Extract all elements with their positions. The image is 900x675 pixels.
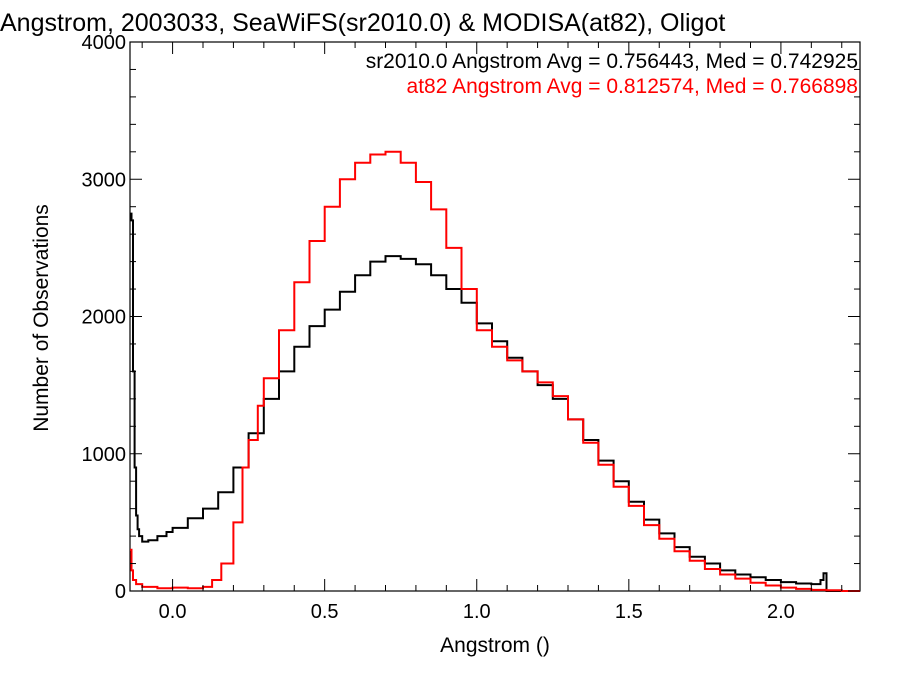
x-tick-label: 0.5 <box>311 601 339 623</box>
plot-frame <box>129 41 861 592</box>
x-tick-label: 1.0 <box>463 601 491 623</box>
x-tick-label: 1.5 <box>615 601 643 623</box>
y-tick-label: 4000 <box>82 32 127 54</box>
chart-title: Angstrom, 2003033, SeaWiFS(sr2010.0) & M… <box>0 9 725 37</box>
series-1-line <box>130 212 860 592</box>
legend-entry-1: sr2010.0 Angstrom Avg = 0.756443, Med = … <box>366 50 858 73</box>
y-tick-label: 0 <box>115 581 126 603</box>
plot-area <box>129 41 861 592</box>
y-tick-label: 3000 <box>82 169 127 191</box>
legend: sr2010.0 Angstrom Avg = 0.756443, Med = … <box>366 50 858 98</box>
y-tick-label: 1000 <box>82 444 127 466</box>
y-axis-label: Number of Observations <box>30 204 53 432</box>
x-tick-label: 2.0 <box>767 601 795 623</box>
y-tick-label: 2000 <box>82 307 127 329</box>
axis-ticks: 0.0 0.5 1.0 1.5 2.0 0 1000 2000 3000 4000 <box>82 32 860 623</box>
x-axis-label: Angstrom () <box>440 634 550 657</box>
series-layer <box>130 150 860 592</box>
series-2-line <box>130 150 860 592</box>
x-tick-label: 0.0 <box>159 601 187 623</box>
legend-entry-2: at82 Angstrom Avg = 0.812574, Med = 0.76… <box>407 75 858 98</box>
